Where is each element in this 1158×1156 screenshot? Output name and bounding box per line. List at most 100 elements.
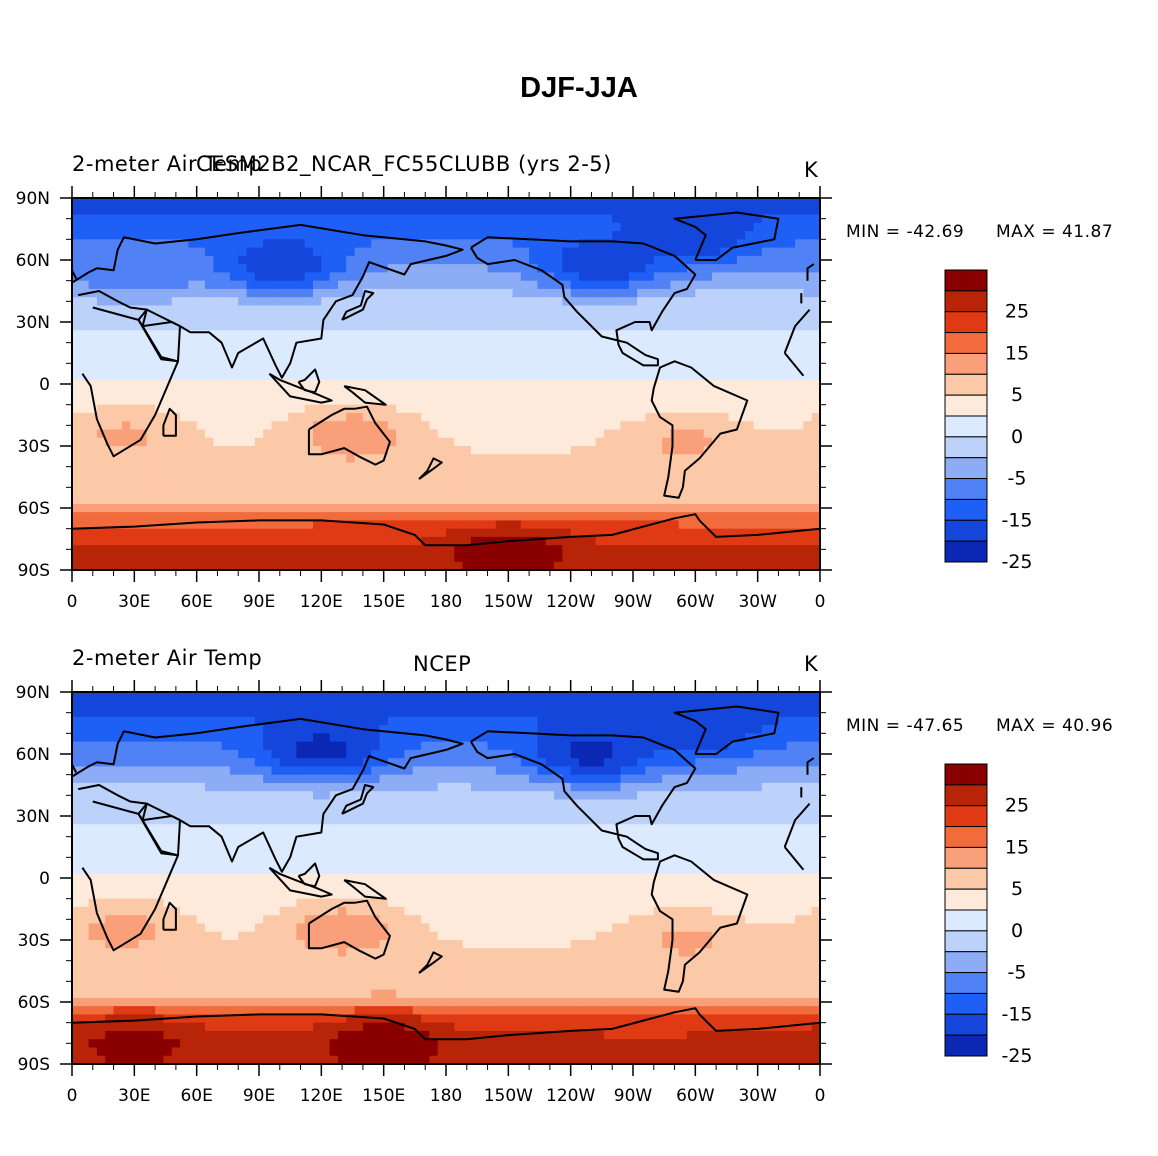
field-cell — [529, 733, 539, 743]
field-cell — [213, 503, 223, 513]
field-cell — [529, 520, 539, 530]
field-cell — [520, 561, 530, 571]
field-cell — [188, 396, 198, 406]
field-cell — [653, 503, 663, 513]
field-cell — [429, 758, 439, 767]
x-tick-label: 0 — [815, 592, 826, 612]
field-cell — [229, 231, 239, 240]
field-cell — [603, 404, 613, 414]
field-cell — [204, 214, 214, 224]
field-cell — [121, 692, 131, 701]
field-cell — [188, 528, 198, 538]
coastline-arabia_sea — [137, 308, 181, 363]
field-cell — [628, 404, 638, 414]
field-cell — [562, 255, 572, 265]
field-cell — [512, 338, 522, 348]
field-cell — [495, 322, 505, 331]
field-cell — [578, 206, 588, 216]
field-cell — [761, 536, 771, 546]
field-cell — [446, 421, 455, 431]
field-cell — [745, 313, 755, 323]
field-cell — [770, 512, 780, 521]
field-cell — [155, 388, 165, 397]
colorbar-box — [944, 311, 988, 334]
field-cell — [96, 363, 106, 373]
field-cell — [180, 758, 189, 767]
field-cell — [653, 338, 663, 348]
field-cell — [811, 446, 821, 455]
field-cell — [387, 214, 397, 224]
field-cell — [130, 346, 140, 356]
field-cell — [188, 264, 198, 273]
field-cell — [371, 733, 381, 743]
field-cell — [412, 495, 422, 505]
field-cell — [105, 520, 115, 530]
field-cell — [778, 479, 788, 488]
field-cell — [703, 692, 713, 701]
field-cell — [653, 487, 663, 497]
field-cell — [446, 553, 455, 563]
field-cell — [163, 231, 173, 240]
field-cell — [296, 280, 306, 290]
field-cell — [279, 313, 289, 323]
field-cell — [695, 429, 705, 439]
field-cell — [678, 404, 688, 414]
field-cell — [288, 462, 297, 472]
field-cell — [803, 247, 813, 257]
field-cell — [761, 412, 771, 422]
field-cell — [504, 545, 514, 555]
field-cell — [570, 503, 580, 513]
field-cell — [362, 396, 372, 406]
field-cell — [387, 725, 397, 734]
field-cell — [138, 379, 148, 389]
field-cell — [587, 741, 597, 751]
field-cell — [346, 313, 356, 323]
field-cell — [670, 412, 680, 422]
field-cell — [196, 231, 206, 240]
field-cell — [271, 388, 281, 397]
field-cell — [595, 716, 605, 726]
field-cell — [371, 692, 381, 701]
field-cell — [404, 708, 414, 718]
field-cell — [479, 363, 489, 373]
field-cell — [321, 346, 331, 356]
field-cell — [603, 355, 613, 364]
field-cell — [279, 198, 289, 207]
field-cell — [429, 305, 439, 315]
field-cell — [371, 495, 381, 505]
field-cell — [446, 470, 455, 480]
field-cell — [578, 355, 588, 364]
field-cell — [271, 322, 281, 331]
field-cell — [578, 536, 588, 546]
field-cell — [304, 239, 314, 249]
field-cell — [72, 346, 81, 356]
field-cell — [761, 214, 771, 224]
field-cell — [554, 462, 563, 472]
field-cell — [703, 280, 713, 290]
field-cell — [562, 725, 572, 734]
field-cell — [595, 708, 605, 718]
field-cell — [213, 371, 223, 381]
field-cell — [221, 305, 231, 315]
field-cell — [113, 495, 123, 505]
field-cell — [346, 437, 356, 447]
field-cell — [670, 297, 680, 307]
field-cell — [221, 708, 231, 718]
field-cell — [171, 495, 181, 505]
field-cell — [362, 487, 372, 497]
field-cell — [653, 528, 663, 538]
field-cell — [612, 454, 622, 464]
field-cell — [130, 733, 140, 743]
field-cell — [487, 741, 497, 751]
field-cell — [296, 725, 306, 734]
field-cell — [628, 247, 638, 257]
field-cell — [80, 222, 90, 232]
field-cell — [412, 247, 422, 257]
field-cell — [180, 741, 189, 751]
field-cell — [470, 255, 480, 265]
field-cell — [130, 355, 140, 364]
field-cell — [337, 421, 347, 431]
field-cell — [470, 446, 480, 455]
field-cell — [570, 479, 580, 488]
field-cell — [520, 404, 530, 414]
